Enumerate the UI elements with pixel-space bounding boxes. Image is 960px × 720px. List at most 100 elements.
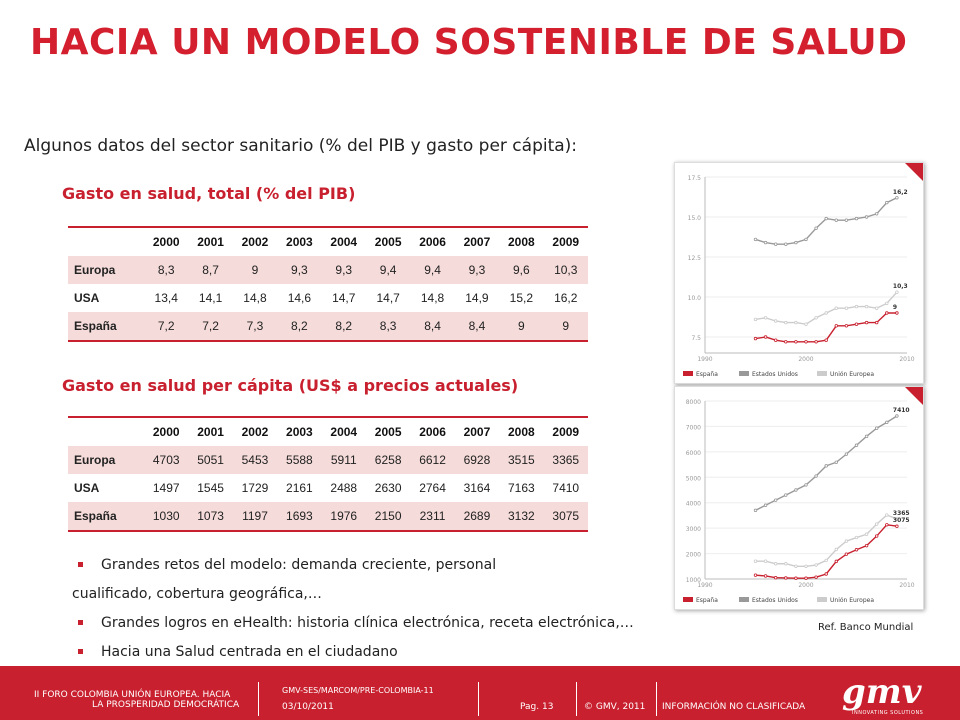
data-point — [753, 317, 758, 322]
data-point — [824, 558, 828, 563]
year-header: 2000 — [152, 235, 180, 249]
table-cell: 8,3 — [365, 312, 411, 341]
data-point — [854, 535, 859, 540]
data-point — [844, 324, 849, 328]
data-point — [885, 420, 889, 425]
data-point — [874, 306, 879, 310]
footer-classification: INFORMACIÓN NO CLASIFICADA — [662, 702, 806, 712]
bullet-item: Grandes logros en eHealth: historia clín… — [74, 610, 734, 639]
data-point — [854, 216, 859, 221]
chart-gdp-share-svg: 17.5 15.0 12.5 10.0 7.5 1990 2000 2010 16,2 10,3 9… — [683, 163, 923, 378]
year-header: 2006 — [419, 425, 446, 439]
table-cell: 9 — [543, 312, 588, 341]
table-cell: 8,7 — [188, 256, 233, 284]
table-cell: 7163 — [507, 481, 535, 495]
data-point — [864, 304, 869, 309]
data-point — [753, 573, 758, 577]
table-row: USA 1497 1545 1729 2161 2488 2630 2764 3164 7163 7… — [68, 474, 588, 502]
bullet-square-icon — [78, 619, 83, 625]
footer-doc-code: GMV-SES/MARCOM/PRE-COLOMBIA-11 — [282, 686, 434, 695]
table-cell: 5588 — [277, 446, 322, 474]
data-point — [814, 316, 818, 320]
slide-subtitle: Algunos datos del sector sanitario (% de… — [24, 136, 578, 156]
table-cell: 1497 — [152, 481, 180, 495]
data-point — [794, 488, 798, 492]
table-cell: 6928 — [454, 446, 500, 474]
series-end-label: 3075 — [893, 517, 910, 524]
data-point — [844, 539, 849, 543]
table-header-row: 2000 2001 2002 2003 2004 2005 2006 2007 2008 2009 — [68, 417, 588, 446]
data-point — [763, 559, 768, 563]
data-point — [885, 311, 889, 315]
year-header: 2005 — [374, 235, 402, 249]
table-cell: 1197 — [232, 502, 278, 531]
table-cell: 9,3 — [454, 256, 500, 284]
row-label: Europa — [68, 256, 144, 284]
legend-swatch — [683, 371, 693, 376]
table-cell: 1030 — [144, 502, 189, 531]
data-point — [753, 559, 758, 563]
table-cell: 14,9 — [465, 291, 489, 305]
series-end-label: 10,3 — [893, 283, 908, 290]
row-label: España — [68, 312, 144, 341]
data-point — [874, 426, 879, 430]
year-header: 2009 — [552, 235, 580, 249]
data-point — [864, 543, 869, 548]
year-header: 2008 — [507, 235, 535, 249]
table-cell: 2630 — [374, 481, 402, 495]
data-point — [874, 212, 879, 216]
data-point — [784, 340, 788, 344]
data-point — [854, 304, 859, 309]
legend-label: Unión Europea — [830, 371, 874, 378]
footer-divider — [258, 682, 259, 716]
data-point — [885, 301, 889, 306]
data-point — [773, 338, 778, 342]
footer-event-line1: II FORO COLOMBIA UNIÓN EUROPEA. HACIA — [34, 690, 231, 700]
table-cell: 9,6 — [499, 256, 544, 284]
chart-gdp-share: 17.5 15.0 12.5 10.0 7.5 1990 2000 2010 16,2 10,3 9… — [674, 162, 924, 384]
data-point — [854, 548, 859, 552]
x-tick-label: 1990 — [697, 356, 712, 363]
data-point — [763, 574, 768, 578]
legend-swatch — [817, 371, 827, 376]
year-header: 2007 — [463, 235, 491, 249]
footer-copyright: © GMV, 2011 — [584, 702, 646, 712]
table-cell: 2488 — [330, 481, 358, 495]
data-point — [804, 483, 808, 487]
series-line — [755, 524, 897, 579]
year-header: 2001 — [197, 235, 224, 249]
data-point — [824, 572, 828, 576]
year-header: 2001 — [197, 425, 224, 439]
table-cell: 6612 — [410, 446, 455, 474]
data-point — [763, 503, 768, 507]
data-point — [794, 340, 798, 344]
legend-swatch — [683, 597, 693, 602]
gdp-share-table: 2000 2001 2002 2003 2004 2005 2006 2007 2008 2009… — [68, 226, 588, 342]
data-point — [824, 338, 828, 342]
table-cell: 1976 — [321, 502, 366, 531]
data-point — [895, 517, 899, 521]
table-cell: 2689 — [454, 502, 500, 531]
table1-title: Gasto en salud, total (% del PIB) — [62, 184, 356, 203]
y-tick-label: 3000 — [686, 526, 701, 533]
table-cell: 7410 — [552, 481, 580, 495]
table-cell: 9,3 — [277, 256, 322, 284]
data-point — [864, 215, 869, 219]
x-tick-label: 2010 — [899, 582, 914, 589]
data-point — [773, 319, 778, 323]
gmv-logo: gmv — [842, 672, 922, 712]
table-cell: 4703 — [144, 446, 189, 474]
table-cell: 9,4 — [365, 256, 411, 284]
table-row: Europa 4703 5051 5453 5588 5911 6258 6612 6928 35… — [68, 446, 588, 474]
year-header: 2004 — [330, 235, 358, 249]
series-line — [755, 197, 898, 245]
data-point — [864, 320, 869, 325]
table-cell: 7,2 — [144, 312, 189, 341]
bullet-list: Grandes retos del modelo: demanda crecie… — [72, 552, 734, 668]
data-point — [824, 464, 828, 468]
data-point — [794, 320, 798, 325]
table-cell: 14,7 — [332, 291, 356, 305]
year-header: 2005 — [374, 425, 402, 439]
data-point — [773, 562, 778, 566]
data-point — [895, 290, 899, 294]
